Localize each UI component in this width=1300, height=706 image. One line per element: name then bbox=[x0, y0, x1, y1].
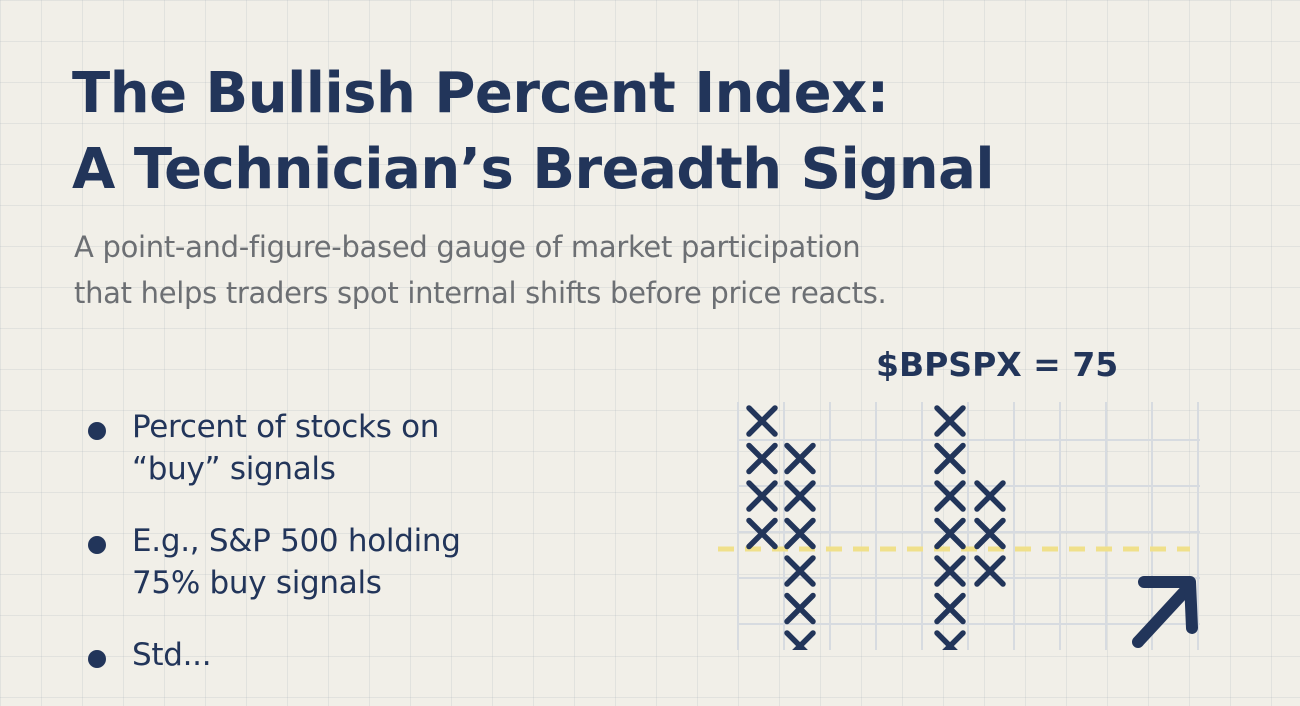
pnf-x-mark bbox=[784, 442, 816, 475]
pnf-x-mark bbox=[974, 555, 1006, 587]
bullet-line: E.g., S&P 500 holding bbox=[132, 523, 461, 559]
bullet-line: Percent of stocks on bbox=[132, 409, 440, 445]
bullet-line: Std... bbox=[132, 637, 212, 673]
pnf-x-mark bbox=[974, 480, 1006, 512]
pnf-x-mark bbox=[746, 442, 778, 475]
pnf-x-mark bbox=[746, 405, 778, 437]
pnf-x-mark bbox=[746, 517, 778, 550]
page-title: The Bullish Percent Index: A Technician’… bbox=[72, 56, 995, 208]
bullet-text: E.g., S&P 500 holding 75% buy signals bbox=[132, 520, 461, 604]
bullet-item: Percent of stocks on “buy” signals bbox=[86, 406, 461, 490]
pnf-x-mark bbox=[784, 517, 816, 550]
pnf-x-mark bbox=[934, 442, 966, 475]
point-and-figure-chart bbox=[718, 402, 1200, 650]
pnf-grid bbox=[737, 402, 1200, 650]
bullet-line: 75% buy signals bbox=[132, 565, 382, 601]
bullet-item: Std... bbox=[86, 634, 461, 676]
pnf-marks bbox=[746, 405, 1006, 650]
pnf-x-mark bbox=[934, 517, 966, 550]
pnf-x-mark bbox=[784, 630, 816, 650]
title-line-1: The Bullish Percent Index: bbox=[72, 61, 889, 126]
subtitle-line-1: A point-and-figure-based gauge of market… bbox=[74, 230, 861, 264]
pnf-x-mark bbox=[934, 592, 966, 625]
bullet-text: Std... bbox=[132, 634, 461, 676]
arrow-up-right-icon bbox=[1132, 576, 1198, 648]
pnf-x-mark bbox=[784, 555, 816, 587]
bullet-list: Percent of stocks on “buy” signals E.g.,… bbox=[86, 406, 461, 706]
bullet-item: E.g., S&P 500 holding 75% buy signals bbox=[86, 520, 461, 604]
pnf-x-mark bbox=[784, 592, 816, 625]
subtitle: A point-and-figure-based gauge of market… bbox=[74, 224, 887, 316]
bullet-line: “buy” signals bbox=[132, 451, 336, 487]
pnf-x-mark bbox=[934, 630, 966, 650]
pnf-x-mark bbox=[934, 555, 966, 587]
bullet-dot-icon bbox=[88, 650, 106, 668]
title-line-2: A Technician’s Breadth Signal bbox=[72, 137, 995, 202]
pnf-x-mark bbox=[974, 517, 1006, 550]
bullet-dot-icon bbox=[88, 422, 106, 440]
pnf-x-mark bbox=[784, 480, 816, 512]
pnf-x-mark bbox=[934, 405, 966, 437]
pnf-x-mark bbox=[934, 480, 966, 512]
bullet-text: Percent of stocks on “buy” signals bbox=[132, 406, 461, 490]
pnf-x-mark bbox=[746, 480, 778, 512]
bpspx-label: $BPSPX = 75 bbox=[876, 345, 1119, 384]
bullet-dot-icon bbox=[88, 536, 106, 554]
subtitle-line-2: that helps traders spot internal shifts … bbox=[74, 276, 887, 310]
